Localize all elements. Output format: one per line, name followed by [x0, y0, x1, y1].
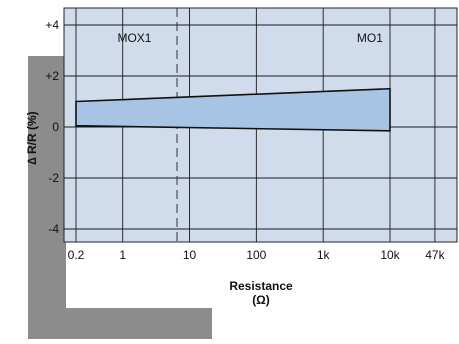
- x-axis-unit: (Ω): [252, 293, 270, 307]
- y-axis-title: ∆ R/R (%): [25, 111, 39, 164]
- x-axis-title: Resistance: [229, 279, 293, 293]
- side-bar-vertical: [28, 56, 66, 338]
- x-tick-label-0: 0.2: [68, 248, 85, 262]
- plot-frame: [63, 7, 458, 243]
- x-tick-label-6: 47k: [425, 248, 445, 262]
- y-tick-label-4: -4: [48, 222, 59, 236]
- y-tick-label-1: +2: [45, 69, 59, 83]
- y-tick-label-0: +4: [45, 18, 59, 32]
- annotation-label-0: MOX1: [117, 31, 151, 45]
- annotation-label-1: MO1: [357, 31, 383, 45]
- side-bar-horizontal: [28, 308, 212, 339]
- tolerance-band: [75, 87, 391, 132]
- y-tick-label-2: 0: [52, 120, 59, 134]
- x-tick-label-2: 10: [183, 248, 197, 262]
- x-tick-label-4: 1k: [317, 248, 331, 262]
- x-tick-label-5: 10k: [380, 248, 400, 262]
- x-tick-label-1: 1: [119, 248, 126, 262]
- y-tick-label-3: -2: [48, 171, 59, 185]
- x-tick-label-3: 100: [246, 248, 266, 262]
